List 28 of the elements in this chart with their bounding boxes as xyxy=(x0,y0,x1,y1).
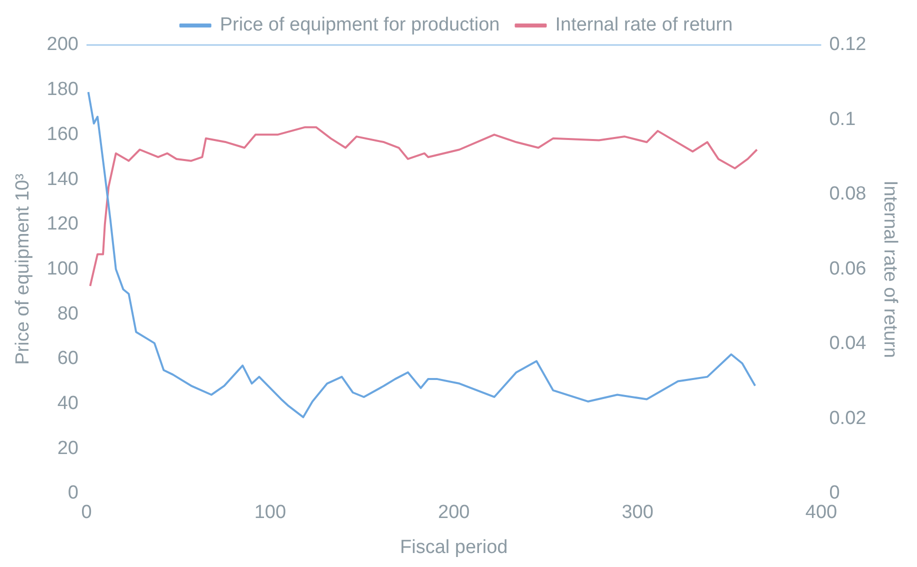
x-tick-label: 100 xyxy=(254,502,286,524)
y2-tick-label: 0.02 xyxy=(829,408,866,429)
y2-axis-title: Internal rate of return xyxy=(879,180,900,358)
legend-label: Price of equipment for production xyxy=(220,14,500,36)
x-tick-label: 200 xyxy=(438,502,470,524)
legend-label: Internal rate of return xyxy=(555,14,733,36)
x-tick-label: 300 xyxy=(622,502,654,524)
y2-tick-label: 0.08 xyxy=(829,184,866,205)
y2-tick-label: 0.06 xyxy=(829,258,866,280)
y2-tick-label: 0.1 xyxy=(829,108,856,130)
y-tick-label: 160 xyxy=(46,124,78,145)
x-tick-label: 0 xyxy=(81,502,92,524)
y-tick-label: 120 xyxy=(46,214,78,235)
y-tick-label: 140 xyxy=(46,168,78,190)
y2-tick-label: 0 xyxy=(829,482,840,504)
x-axis-title: Fiscal period xyxy=(400,536,508,558)
y-tick-label: 200 xyxy=(46,34,78,56)
y-tick-label: 20 xyxy=(57,438,78,459)
y-tick-label: 80 xyxy=(57,303,78,324)
y2-tick-label: 0.12 xyxy=(829,34,866,56)
y-tick-label: 0 xyxy=(68,482,78,504)
x-tick-label: 400 xyxy=(805,502,838,524)
y-tick-label: 100 xyxy=(46,258,78,280)
y-axis-title: Price of equipment 10³ xyxy=(12,174,34,365)
y2-tick-label: 0.04 xyxy=(829,333,867,354)
y-tick-label: 60 xyxy=(57,348,78,370)
y-tick-label: 180 xyxy=(46,79,78,100)
y-tick-label: 40 xyxy=(57,392,78,414)
